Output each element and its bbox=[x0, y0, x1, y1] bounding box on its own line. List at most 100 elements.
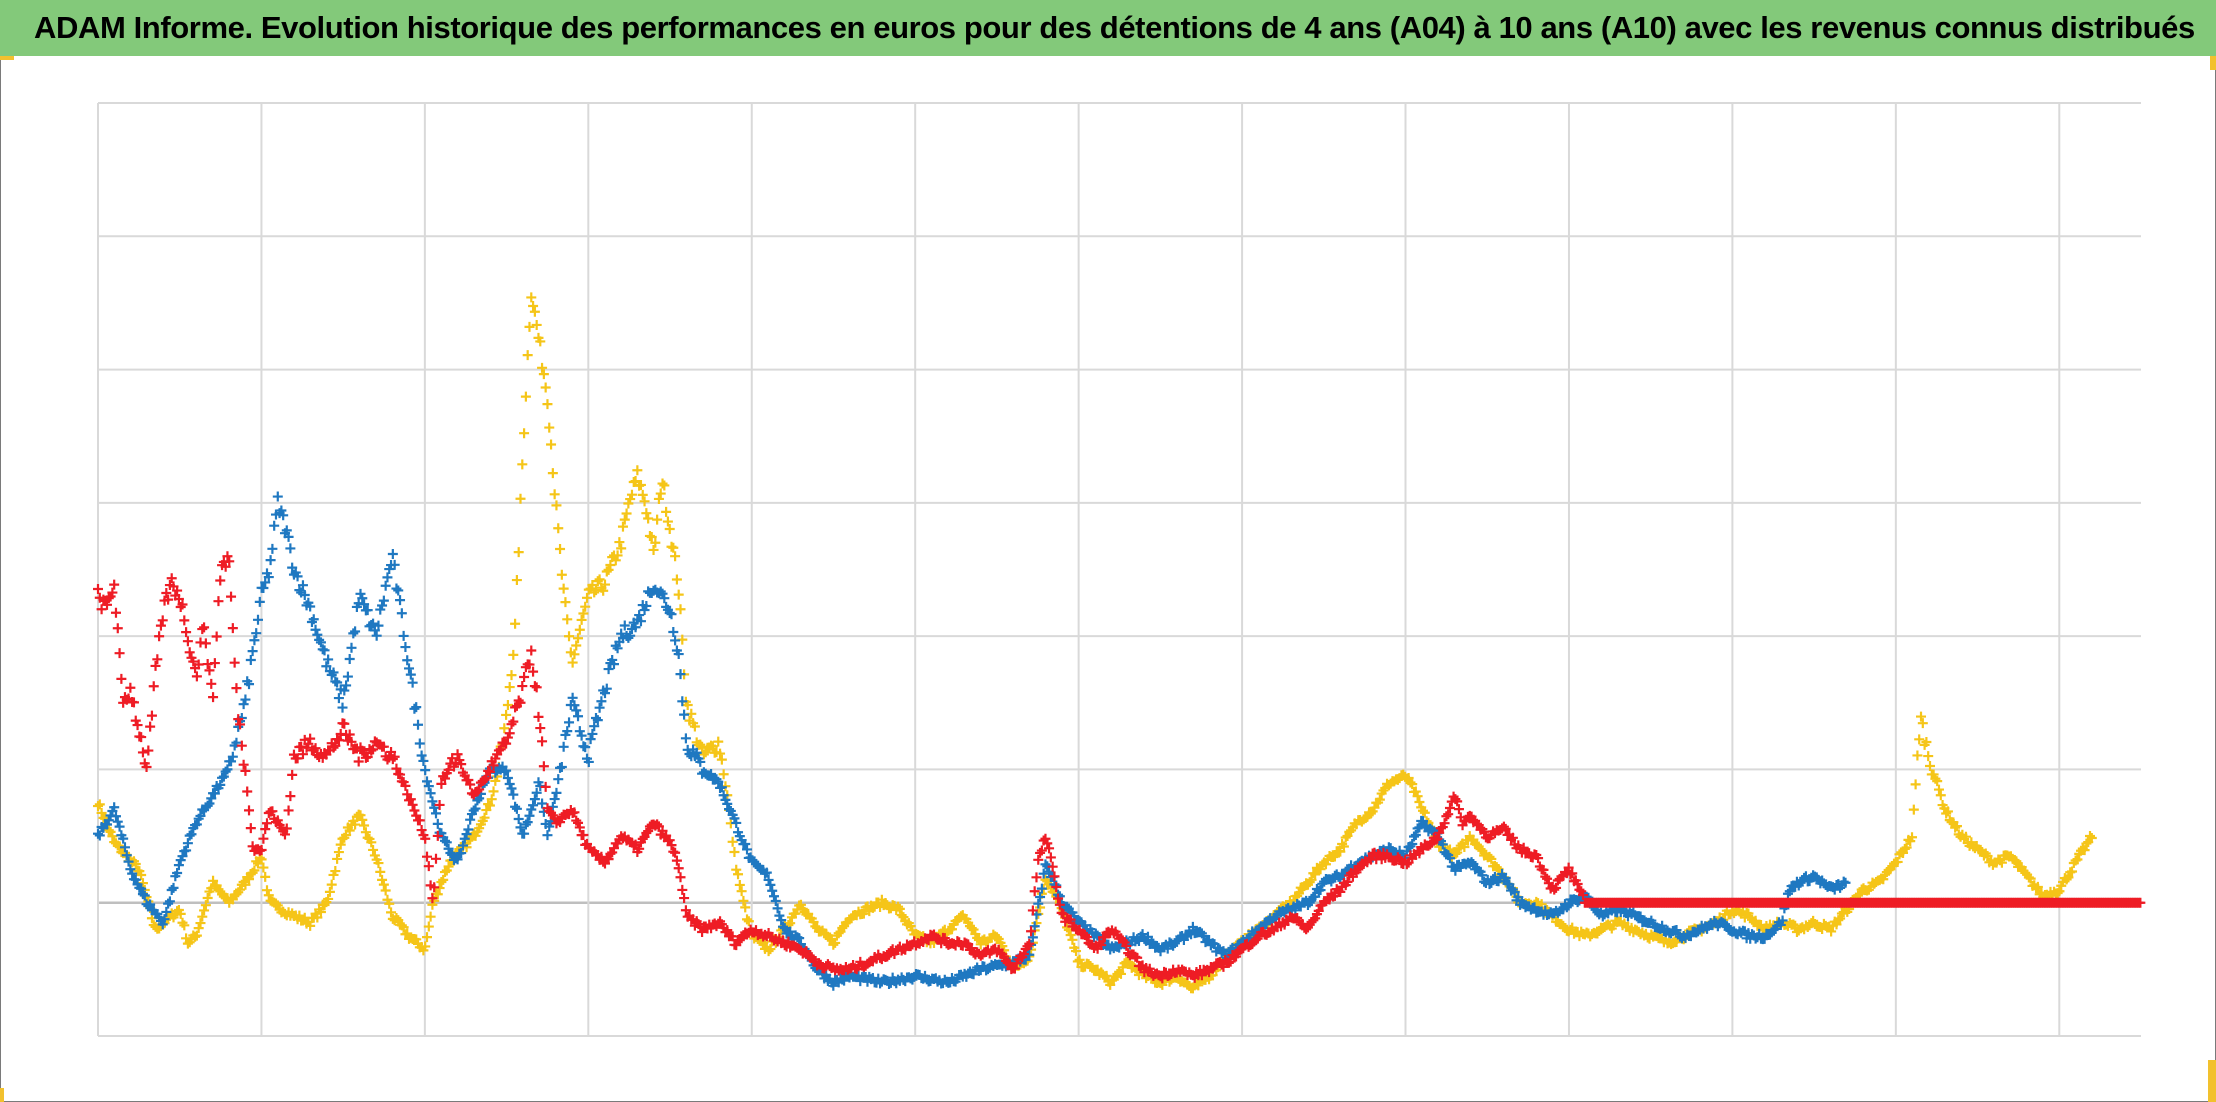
data-point bbox=[285, 543, 296, 554]
data-point bbox=[283, 531, 294, 542]
data-point bbox=[416, 825, 427, 836]
data-point bbox=[368, 844, 379, 855]
data-point bbox=[643, 513, 654, 524]
data-point bbox=[1144, 963, 1155, 974]
data-point bbox=[519, 672, 530, 683]
data-point bbox=[1567, 868, 1578, 879]
data-point bbox=[652, 819, 663, 830]
data-point bbox=[1018, 949, 1029, 960]
data-point bbox=[396, 608, 407, 619]
data-point bbox=[202, 892, 213, 903]
data-point bbox=[648, 544, 659, 555]
data-point bbox=[1916, 711, 1927, 722]
data-point bbox=[858, 970, 869, 981]
data-point bbox=[416, 750, 427, 761]
data-point bbox=[217, 772, 228, 783]
data-point bbox=[677, 696, 688, 707]
data-point bbox=[439, 835, 450, 846]
data-point bbox=[1466, 857, 1477, 868]
data-point bbox=[463, 774, 474, 785]
data-point bbox=[537, 736, 548, 747]
data-point bbox=[166, 884, 177, 895]
data-point bbox=[1750, 915, 1761, 926]
data-point bbox=[664, 608, 675, 619]
data-point bbox=[328, 742, 339, 753]
data-point bbox=[528, 666, 539, 677]
data-point bbox=[256, 854, 267, 865]
data-point bbox=[110, 811, 121, 822]
data-point bbox=[661, 506, 672, 517]
data-point bbox=[1409, 831, 1420, 842]
data-point bbox=[535, 723, 546, 734]
data-point bbox=[245, 655, 256, 666]
data-point bbox=[673, 863, 684, 874]
data-point bbox=[1538, 864, 1549, 875]
data-point bbox=[1405, 777, 1416, 788]
data-point bbox=[1410, 786, 1421, 797]
data-point bbox=[1207, 963, 1218, 974]
data-point bbox=[677, 884, 688, 895]
data-point bbox=[767, 885, 778, 896]
data-point bbox=[515, 493, 526, 504]
data-point bbox=[538, 369, 549, 380]
data-point bbox=[193, 659, 204, 670]
data-point bbox=[1425, 839, 1436, 850]
data-point bbox=[682, 700, 693, 711]
data-point bbox=[777, 935, 788, 946]
data-point bbox=[371, 630, 382, 641]
data-point bbox=[1414, 796, 1425, 807]
data-point bbox=[587, 728, 598, 739]
data-point bbox=[673, 649, 684, 660]
data-point bbox=[136, 732, 147, 743]
data-point bbox=[119, 842, 130, 853]
data-point bbox=[634, 610, 645, 621]
data-point bbox=[427, 796, 438, 807]
data-point bbox=[299, 589, 310, 600]
data-point bbox=[718, 790, 729, 801]
data-point bbox=[1308, 868, 1319, 879]
data-point bbox=[94, 830, 105, 841]
data-point bbox=[436, 877, 447, 888]
data-point bbox=[553, 774, 564, 785]
data-point bbox=[373, 620, 384, 631]
data-point bbox=[1923, 751, 1934, 762]
data-point bbox=[582, 592, 593, 603]
data-point bbox=[2025, 873, 2036, 884]
data-point bbox=[465, 779, 476, 790]
data-point bbox=[529, 681, 540, 692]
data-point bbox=[738, 895, 749, 906]
data-point bbox=[517, 681, 528, 692]
data-point bbox=[580, 601, 591, 612]
data-point bbox=[740, 839, 751, 850]
data-point bbox=[1374, 794, 1385, 805]
data-point bbox=[513, 814, 524, 825]
data-point bbox=[1471, 818, 1482, 829]
data-point bbox=[283, 805, 294, 816]
data-point bbox=[366, 745, 377, 756]
data-point bbox=[118, 833, 129, 844]
data-point bbox=[2054, 886, 2065, 897]
data-point bbox=[193, 923, 204, 934]
data-point bbox=[1045, 852, 1056, 863]
data-point bbox=[344, 653, 355, 664]
data-point bbox=[227, 623, 238, 634]
data-point bbox=[2023, 872, 2034, 883]
data-point bbox=[240, 694, 251, 705]
data-point bbox=[1477, 870, 1488, 881]
data-point bbox=[215, 575, 226, 586]
data-point bbox=[501, 709, 512, 720]
data-point bbox=[114, 648, 125, 659]
data-point bbox=[540, 781, 551, 792]
data-point bbox=[1033, 898, 1044, 909]
data-point bbox=[360, 827, 371, 838]
data-point bbox=[668, 542, 679, 553]
data-point bbox=[1096, 940, 1107, 951]
data-point bbox=[1578, 890, 1589, 901]
data-point bbox=[524, 659, 535, 670]
data-point bbox=[1132, 952, 1143, 963]
data-point bbox=[697, 926, 708, 937]
data-point bbox=[2081, 838, 2092, 849]
data-point bbox=[1836, 908, 1847, 919]
data-point bbox=[664, 524, 675, 535]
data-point bbox=[265, 555, 276, 566]
